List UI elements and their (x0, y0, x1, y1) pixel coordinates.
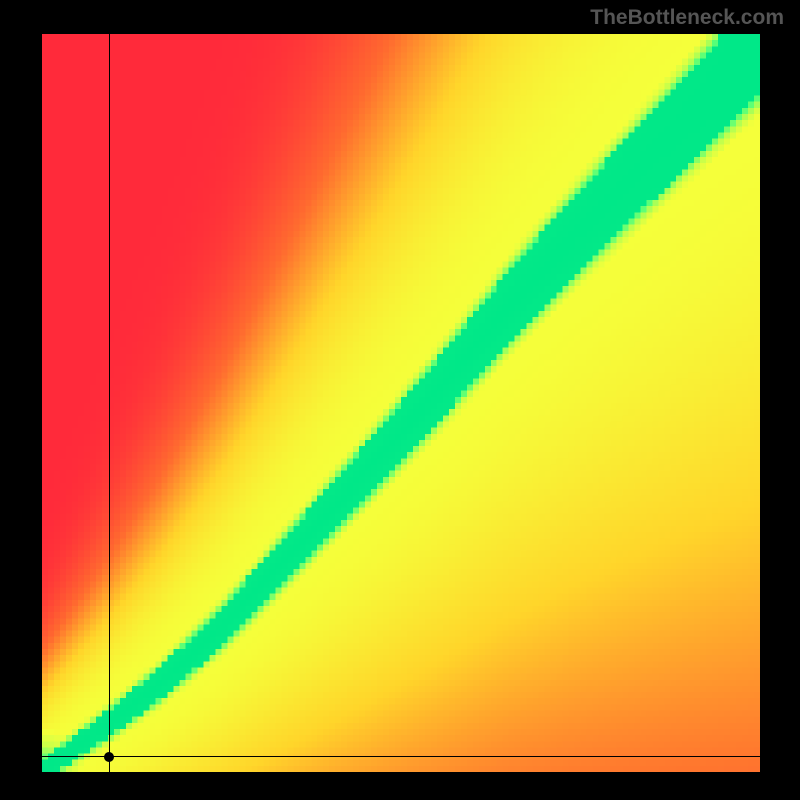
watermark-text: TheBottleneck.com (590, 6, 784, 30)
heatmap-canvas (42, 34, 760, 772)
crosshair-horizontal (42, 756, 760, 757)
crosshair-vertical (109, 34, 110, 772)
marker-dot (104, 752, 114, 762)
plot-area (42, 34, 760, 772)
heatmap-wrap (42, 34, 760, 772)
